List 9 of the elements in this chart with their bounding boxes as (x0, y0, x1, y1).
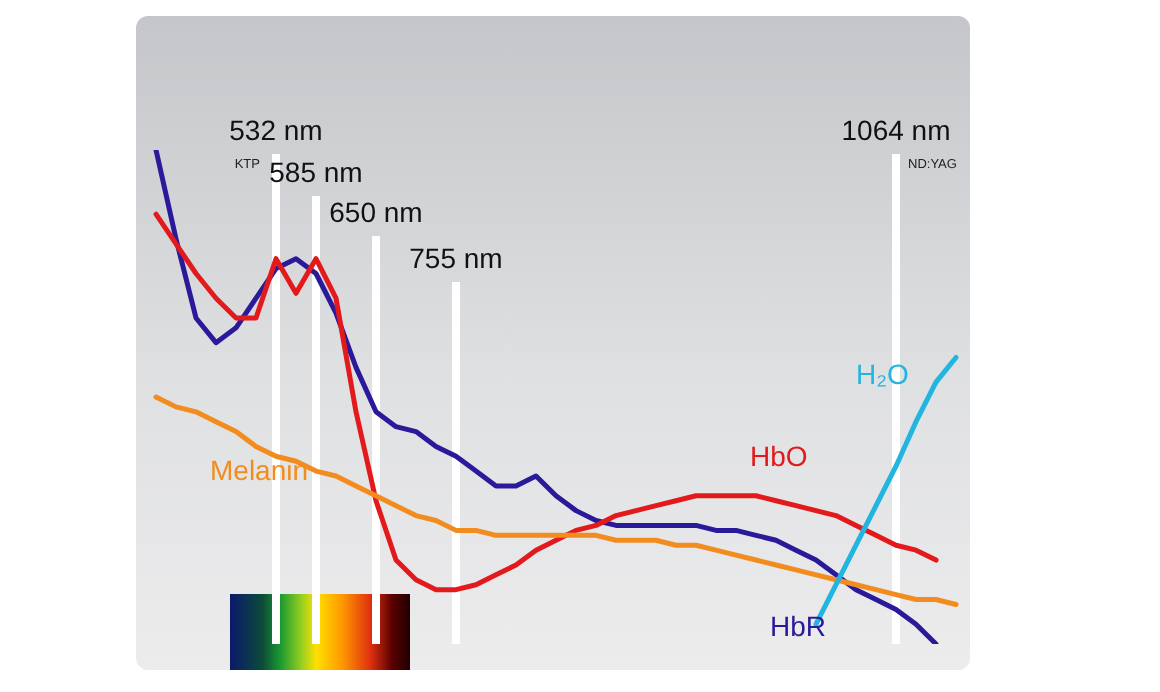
x-tick-label: 1064 nm (841, 114, 951, 146)
series-label: HbO (750, 440, 808, 472)
x-tick-label: 755 nm (409, 242, 503, 274)
series-label: H₂O (856, 358, 910, 390)
x-tick-label: 532 nm (229, 114, 323, 146)
x-tick-label: 585 nm (269, 156, 363, 188)
series-label: HbR (770, 610, 827, 642)
series-label: Melanin (210, 454, 309, 486)
x-tick-label: 650 nm (329, 196, 423, 228)
